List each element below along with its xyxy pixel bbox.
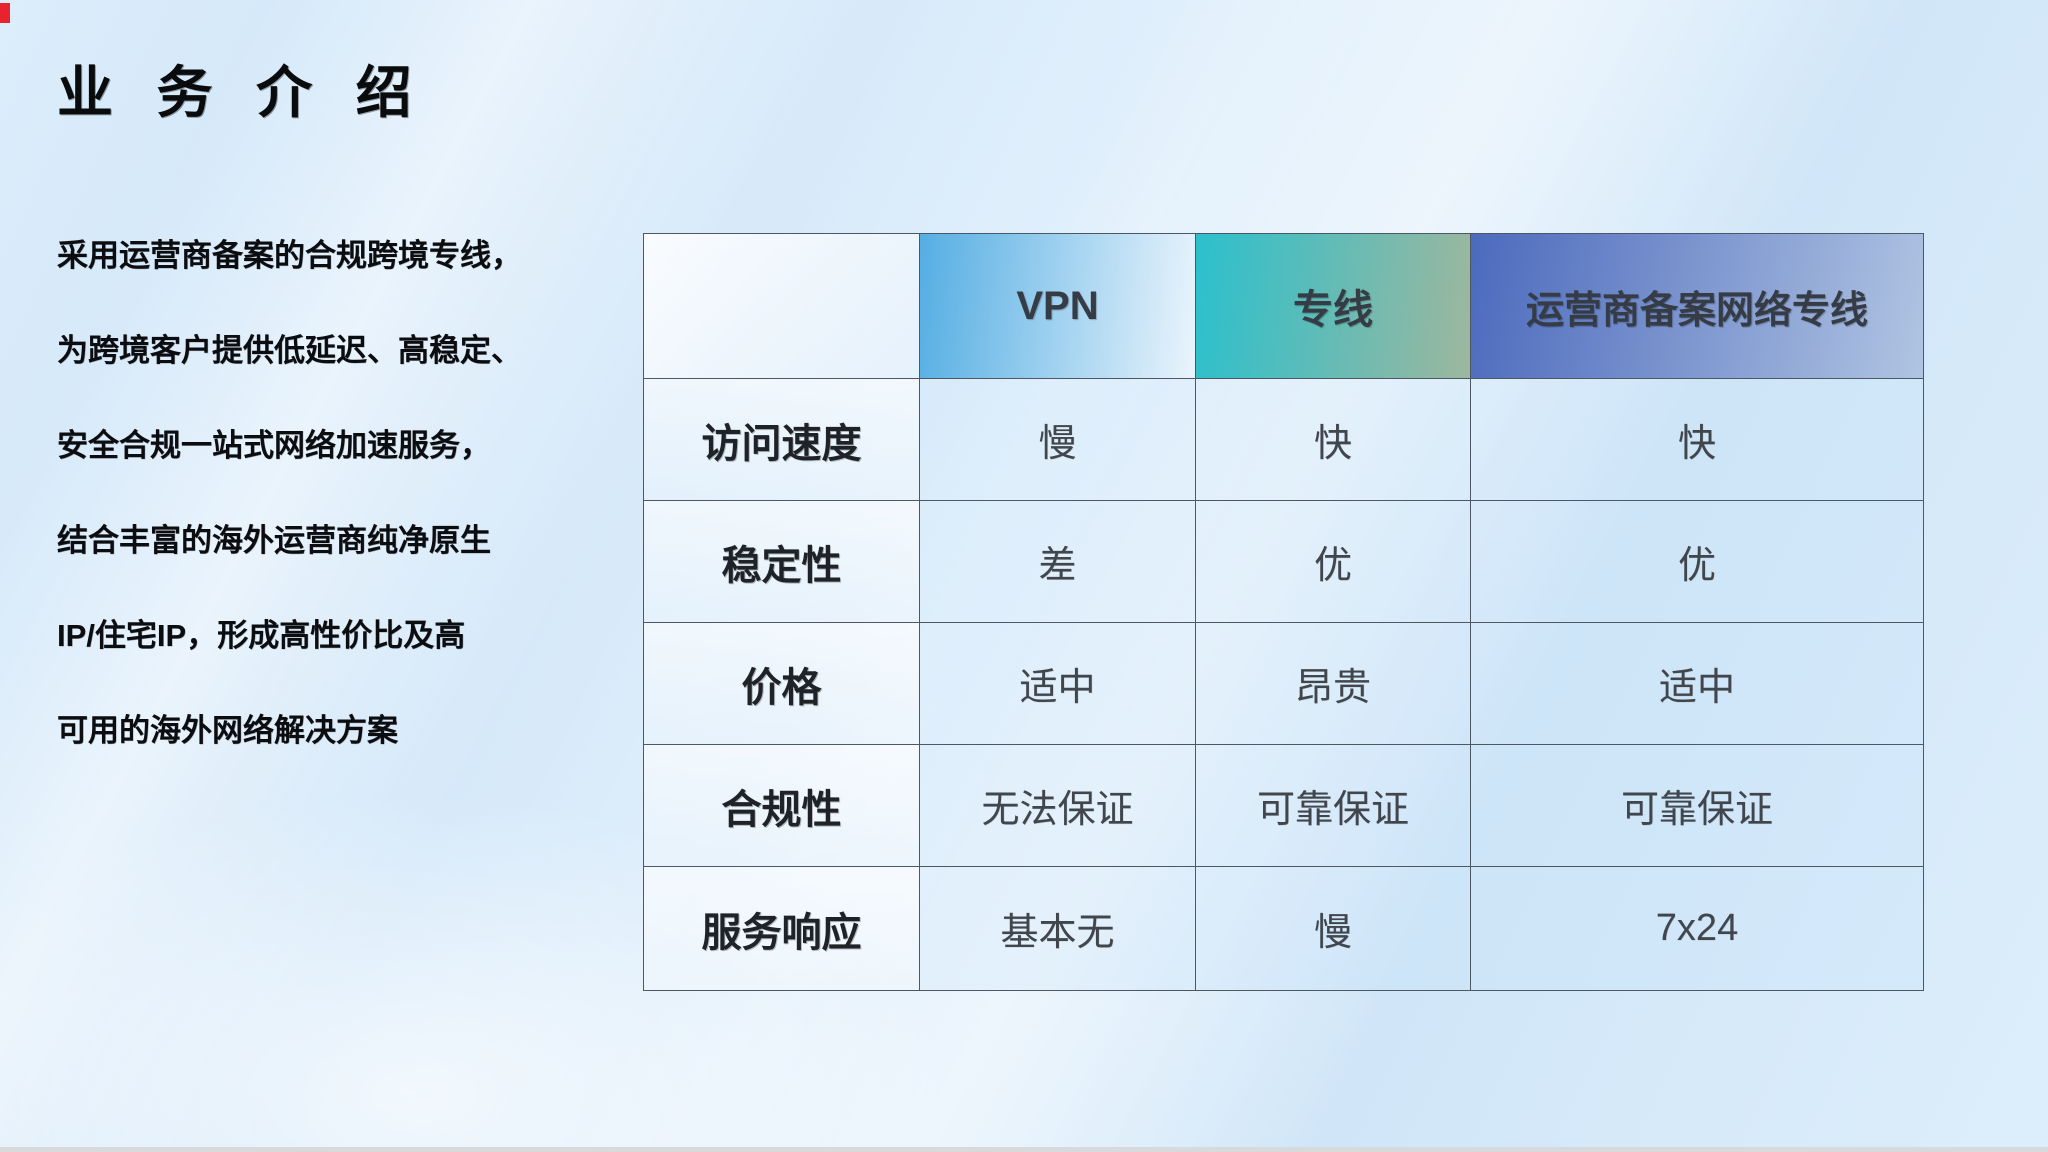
table-row-stability: 稳定性: [644, 501, 920, 623]
comparison-table: VPN 专线 运营商备案网络专线 访问速度 慢 快 快 稳定性 差 优 优 价格…: [643, 233, 1924, 991]
cell-price-carrier: 适中: [1471, 623, 1923, 745]
cell-stability-dedicated: 优: [1196, 501, 1471, 623]
row-label-compliance: 合规性: [721, 787, 842, 832]
intro-paragraph: 采用运营商备案的合规跨境专线， 为跨境客户提供低延迟、高稳定、 安全合规一站式网…: [57, 208, 637, 778]
table-row-price: 价格: [644, 623, 920, 745]
intro-line: 采用运营商备案的合规跨境专线，: [57, 238, 522, 273]
cell-price-vpn: 适中: [920, 623, 1196, 745]
table-header-carrier-registered-line: 运营商备案网络专线: [1471, 234, 1923, 379]
cell-stability-vpn: 差: [920, 501, 1196, 623]
cell-value: 无法保证: [981, 789, 1134, 831]
intro-line: IP/住宅IP，形成高性价比及高: [57, 618, 466, 653]
cell-value: 优: [1313, 545, 1352, 587]
cell-compliance-dedicated: 可靠保证: [1196, 745, 1471, 867]
table-row-compliance: 合规性: [644, 745, 920, 867]
cell-value: 慢: [1313, 912, 1352, 954]
cell-value: 快: [1313, 423, 1352, 465]
intro-line: 为跨境客户提供低延迟、高稳定、: [57, 333, 522, 368]
header-vpn-label: VPN: [1016, 283, 1099, 328]
corner-red-mark: [0, 3, 10, 23]
table-row-access-speed: 访问速度: [644, 379, 920, 501]
intro-line: 安全合规一站式网络加速服务，: [57, 428, 491, 463]
header-dedicated-line-label: 专线: [1293, 288, 1373, 332]
table-header-dedicated-line: 专线: [1196, 234, 1471, 379]
cell-service-response-dedicated: 慢: [1196, 867, 1471, 990]
intro-line: 结合丰富的海外运营商纯净原生: [57, 523, 491, 558]
table-header-empty: [644, 234, 920, 379]
bottom-edge-strip: [0, 1147, 2048, 1152]
row-label-service-response: 服务响应: [701, 910, 862, 955]
cell-stability-carrier: 优: [1471, 501, 1923, 623]
cell-service-response-vpn: 基本无: [920, 867, 1196, 990]
row-label-stability: 稳定性: [721, 543, 842, 588]
cell-value: 优: [1677, 545, 1716, 587]
cell-value: 快: [1677, 423, 1716, 465]
cell-value: 差: [1038, 545, 1077, 587]
cell-value: 适中: [1658, 667, 1735, 709]
intro-line: 可用的海外网络解决方案: [57, 713, 398, 748]
row-label-price: 价格: [741, 665, 822, 710]
cell-value: 7x24: [1655, 907, 1739, 949]
row-label-access-speed: 访问速度: [701, 421, 862, 466]
table-row-service-response: 服务响应: [644, 867, 920, 990]
cell-value: 基本无: [1000, 912, 1115, 954]
cell-compliance-carrier: 可靠保证: [1471, 745, 1923, 867]
cell-compliance-vpn: 无法保证: [920, 745, 1196, 867]
cell-access-speed-vpn: 慢: [920, 379, 1196, 501]
cell-price-dedicated: 昂贵: [1196, 623, 1471, 745]
cell-access-speed-carrier: 快: [1471, 379, 1923, 501]
header-carrier-registered-line-label: 运营商备案网络专线: [1525, 289, 1868, 332]
cell-service-response-carrier: 7x24: [1471, 867, 1923, 990]
cell-value: 可靠保证: [1620, 789, 1773, 831]
cell-value: 可靠保证: [1256, 789, 1409, 831]
cell-value: 昂贵: [1294, 667, 1371, 709]
cell-value: 适中: [1019, 667, 1096, 709]
page-title: 业 务 介 绍: [57, 61, 426, 124]
cell-access-speed-dedicated: 快: [1196, 379, 1471, 501]
table-header-vpn: VPN: [920, 234, 1196, 379]
cell-value: 慢: [1038, 423, 1077, 465]
